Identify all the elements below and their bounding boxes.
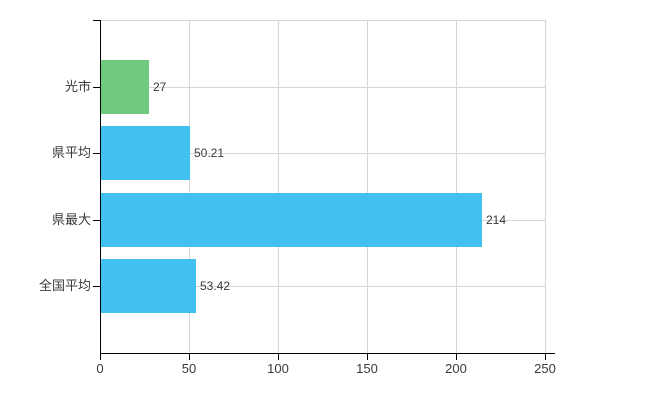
category-label: 光市 <box>64 79 91 94</box>
x-tick-label: 50 <box>181 361 197 376</box>
x-axis-tick <box>367 354 368 360</box>
y-axis-line <box>100 20 101 354</box>
x-tick-label: 200 <box>445 361 467 376</box>
gridline-vertical <box>189 20 190 353</box>
bar-2 <box>101 193 482 247</box>
gridline-vertical <box>456 20 457 353</box>
gridline-vertical <box>278 20 279 353</box>
x-axis-tick <box>456 354 457 360</box>
x-tick-label: 0 <box>96 361 104 376</box>
x-tick-label: 250 <box>534 361 556 376</box>
gridline-vertical <box>367 20 368 353</box>
x-axis-tick <box>100 354 101 360</box>
bar-value-label: 27 <box>153 80 167 94</box>
category-label: 全国平均 <box>38 278 91 293</box>
y-axis-tick <box>93 87 100 88</box>
bar-value-label: 53.42 <box>200 279 231 293</box>
category-label: 県平均 <box>51 145 91 160</box>
bar-0 <box>101 60 149 114</box>
bar-value-label: 214 <box>486 213 507 227</box>
gridline-horizontal <box>100 87 545 88</box>
x-tick-label: 100 <box>267 361 289 376</box>
x-axis-line <box>100 353 555 354</box>
x-axis-tick <box>278 354 279 360</box>
bar-1 <box>101 126 190 180</box>
plot-border-top <box>100 20 545 21</box>
bar-3 <box>101 259 196 313</box>
x-tick-label: 150 <box>356 361 378 376</box>
gridline-horizontal <box>100 153 545 154</box>
y-axis-tick <box>93 153 100 154</box>
x-axis-tick <box>545 354 546 360</box>
gridline-horizontal <box>100 286 545 287</box>
x-axis-tick <box>189 354 190 360</box>
y-axis-tick <box>93 286 100 287</box>
y-axis-end-tick <box>93 20 100 21</box>
bar-value-label: 50.21 <box>194 146 225 160</box>
y-axis-tick <box>93 220 100 221</box>
gridline-vertical <box>545 20 546 353</box>
category-label: 県最大 <box>51 212 91 227</box>
